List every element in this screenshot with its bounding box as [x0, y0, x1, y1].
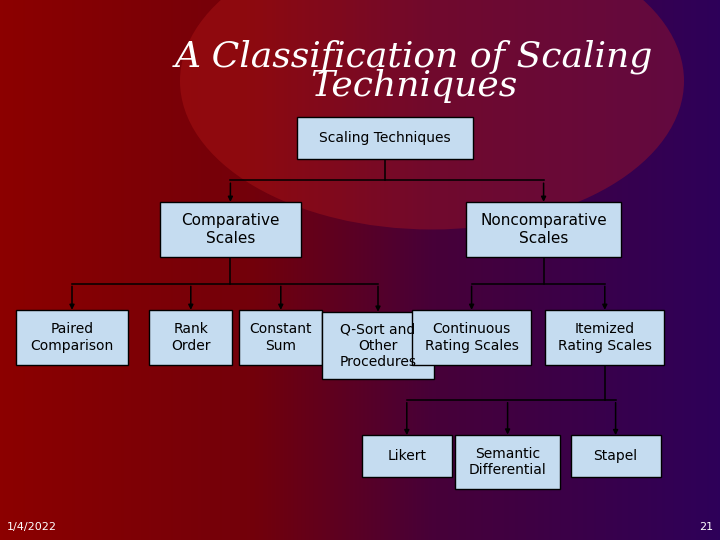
- FancyBboxPatch shape: [17, 310, 128, 365]
- Text: Comparative
Scales: Comparative Scales: [181, 213, 279, 246]
- Text: Scaling Techniques: Scaling Techniques: [320, 131, 451, 145]
- FancyBboxPatch shape: [467, 202, 621, 257]
- Text: Likert: Likert: [387, 449, 426, 463]
- Text: Itemized
Rating Scales: Itemized Rating Scales: [558, 322, 652, 353]
- Text: Semantic
Differential: Semantic Differential: [469, 447, 546, 477]
- Text: Stapel: Stapel: [593, 449, 638, 463]
- Text: Q-Sort and
Other
Procedures: Q-Sort and Other Procedures: [340, 322, 416, 369]
- FancyBboxPatch shape: [571, 435, 661, 477]
- FancyBboxPatch shape: [455, 435, 560, 489]
- Text: Rank
Order: Rank Order: [171, 322, 210, 353]
- FancyBboxPatch shape: [546, 310, 665, 365]
- FancyBboxPatch shape: [323, 312, 433, 379]
- FancyBboxPatch shape: [297, 117, 474, 159]
- Text: 1/4/2022: 1/4/2022: [7, 522, 57, 532]
- Text: Paired
Comparison: Paired Comparison: [30, 322, 114, 353]
- Text: Noncomparative
Scales: Noncomparative Scales: [480, 213, 607, 246]
- Text: Continuous
Rating Scales: Continuous Rating Scales: [425, 322, 518, 353]
- FancyBboxPatch shape: [412, 310, 531, 365]
- Ellipse shape: [180, 0, 684, 230]
- FancyBboxPatch shape: [361, 435, 452, 477]
- FancyBboxPatch shape: [239, 310, 323, 365]
- Text: 21: 21: [698, 522, 713, 532]
- Text: Techniques: Techniques: [310, 70, 518, 103]
- Text: Constant
Sum: Constant Sum: [250, 322, 312, 353]
- FancyBboxPatch shape: [160, 202, 301, 257]
- Text: A Classification of Scaling: A Classification of Scaling: [175, 39, 653, 74]
- FancyBboxPatch shape: [150, 310, 232, 365]
